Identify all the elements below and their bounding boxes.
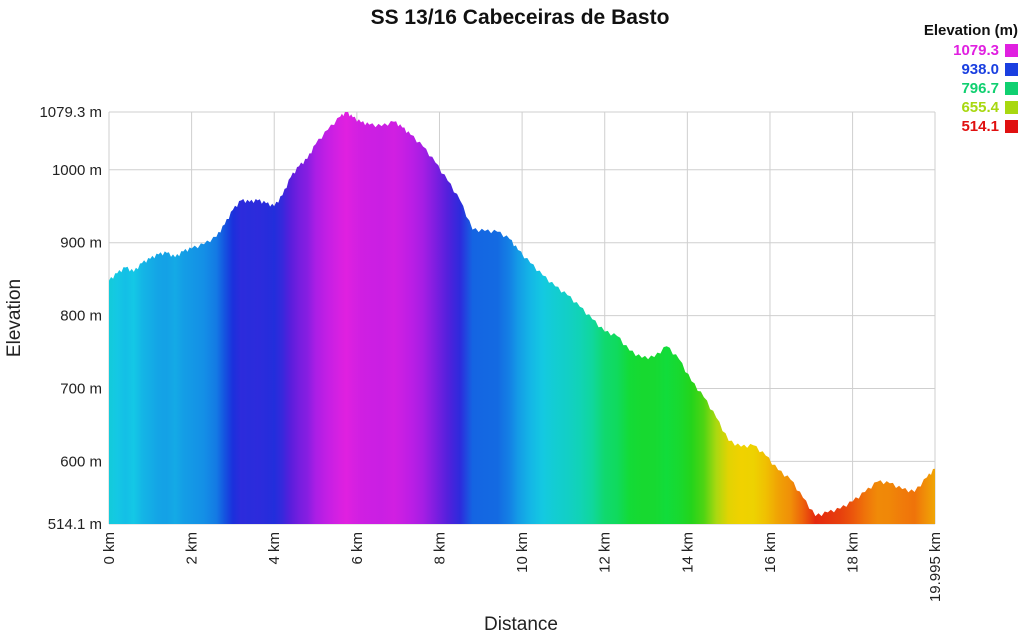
y-tick-label: 900 m bbox=[60, 235, 102, 252]
y-axis: 514.1 m 600 m 700 m 800 m 900 m 1000 m 1079.3 … bbox=[39, 104, 102, 533]
x-tick-label: 0 km bbox=[101, 532, 118, 565]
chart-title: SS 13/16 Cabeceiras de Basto bbox=[370, 6, 670, 29]
legend-entry: 514.1 bbox=[924, 117, 1018, 136]
x-tick-label: 19.995 km bbox=[927, 532, 944, 602]
legend-swatch bbox=[1005, 63, 1018, 76]
legend-swatch bbox=[1005, 44, 1018, 57]
legend: Elevation (m) 1079.3 938.0 796.7 655.4 5… bbox=[924, 22, 1018, 136]
legend-swatch bbox=[1005, 120, 1018, 133]
x-tick-label: 6 km bbox=[349, 532, 366, 565]
x-axis-label: Distance bbox=[484, 614, 558, 635]
x-tick-label: 8 km bbox=[431, 532, 448, 565]
y-tick-label: 1000 m bbox=[52, 162, 102, 179]
legend-entry: 938.0 bbox=[924, 60, 1018, 79]
x-tick-label: 10 km bbox=[514, 532, 531, 573]
legend-entry: 655.4 bbox=[924, 98, 1018, 117]
x-tick-label: 4 km bbox=[266, 532, 283, 565]
legend-label: 1079.3 bbox=[953, 42, 999, 59]
y-axis-label: Elevation bbox=[4, 279, 25, 357]
legend-title: Elevation (m) bbox=[923, 22, 1018, 39]
x-tick-label: 16 km bbox=[762, 532, 779, 573]
legend-label: 514.1 bbox=[961, 118, 999, 135]
x-axis: 0 km 2 km 4 km 6 km 8 km 10 km 12 km 14 km 16 km… bbox=[101, 532, 944, 602]
legend-label: 655.4 bbox=[961, 99, 999, 116]
y-tick-label: 700 m bbox=[60, 380, 102, 397]
y-tick-label: 800 m bbox=[60, 308, 102, 325]
legend-label: 938.0 bbox=[961, 61, 999, 78]
x-tick-label: 14 km bbox=[679, 532, 696, 573]
y-tick-label: 514.1 m bbox=[48, 516, 102, 533]
legend-swatch bbox=[1005, 101, 1018, 114]
x-tick-label: 2 km bbox=[184, 532, 201, 565]
elevation-area bbox=[109, 112, 935, 524]
y-tick-label: 600 m bbox=[60, 453, 102, 470]
legend-label: 796.7 bbox=[961, 80, 999, 97]
x-tick-label: 12 km bbox=[597, 532, 614, 573]
y-tick-label: 1079.3 m bbox=[39, 104, 102, 121]
legend-swatch bbox=[1005, 82, 1018, 95]
x-tick-label: 18 km bbox=[845, 532, 862, 573]
legend-entry: 1079.3 bbox=[924, 41, 1018, 60]
legend-entry: 796.7 bbox=[924, 79, 1018, 98]
